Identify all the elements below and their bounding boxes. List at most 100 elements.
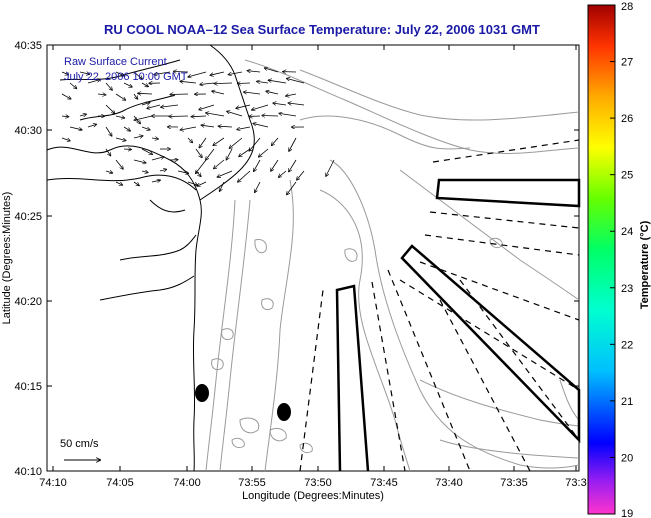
colorbar-tick-label: 21 (621, 396, 633, 408)
current-arrow-icon (61, 93, 71, 99)
current-arrow-icon (115, 93, 125, 100)
current-arrow-icon (161, 104, 179, 107)
current-arrow-icon (159, 169, 166, 171)
current-arrow-icon (272, 137, 279, 145)
current-arrow-icon (69, 126, 82, 130)
x-tick-label: 73:40 (435, 477, 463, 489)
colorbar-tick-label: 23 (621, 283, 633, 295)
current-arrow-icon (133, 181, 139, 186)
current-arrow-icon (201, 125, 215, 127)
current-arrow-icon (79, 114, 86, 116)
current-arrow-icon (214, 159, 225, 169)
current-arrow-icon (289, 137, 297, 151)
current-arrow-icon (279, 113, 297, 117)
current-arrow-icon (115, 181, 122, 185)
current-arrow-icon (141, 148, 152, 154)
current-arrow-icon (259, 148, 269, 157)
colorbar-ticks: 28 27 26 25 24 23 22 21 20 19 (610, 1, 633, 518)
colorbar-tick-label: 28 (621, 1, 633, 13)
current-arrow-icon (133, 136, 143, 138)
current-arrow-icon (138, 93, 153, 94)
current-arrow-icon (192, 116, 207, 117)
current-arrow-icon (188, 71, 207, 77)
current-arrow-icon (61, 72, 68, 75)
current-arrow-icon (123, 82, 132, 87)
current-arrow-icon (61, 137, 70, 141)
current-arrow-icon (197, 181, 207, 186)
current-arrow-icon (238, 83, 251, 84)
y-tick-label: 40:35 (14, 40, 42, 52)
y-axis-ticks: 40:35 40:30 40:25 40:20 40:15 40:10 (14, 40, 579, 478)
current-arrow-icon (230, 137, 243, 148)
current-arrow-icon (115, 116, 124, 118)
y-axis-label: Latitude (Degrees:Minutes) (1, 192, 13, 325)
current-arrow-icon (206, 113, 225, 117)
current-arrow-icon (69, 82, 77, 88)
y-tick-label: 40:30 (14, 125, 42, 137)
current-arrow-icon (239, 148, 251, 156)
current-arrow-icon (249, 137, 261, 151)
current-arrow-icon (105, 82, 112, 90)
current-arrow-icon (215, 83, 233, 84)
current-arrow-icon (257, 81, 269, 83)
map-title: RU COOL NOAA–12 Sea Surface Temperature:… (104, 22, 540, 37)
radial-lines (299, 139, 580, 472)
current-arrow-icon (213, 137, 225, 145)
station-marker-2 (277, 403, 291, 421)
current-arrow-icon (115, 137, 126, 141)
colorbar-title: Temperature (°C) (639, 220, 651, 309)
current-arrow-icon (269, 80, 287, 84)
current-arrow-icon (187, 181, 197, 185)
current-arrow-icon (271, 159, 279, 171)
station-marker-1 (195, 384, 209, 402)
colorbar-tick-label: 27 (621, 57, 633, 69)
current-arrow-icon (87, 80, 100, 84)
x-tick-label: 73:50 (304, 477, 332, 489)
current-arrow-icon (229, 71, 243, 75)
current-arrow-icon (170, 94, 189, 95)
x-axis-ticks: 74:10 74:05 74:00 73:55 73:50 73:45 73:40 73:35… (39, 45, 587, 489)
current-arrow-icon (236, 104, 251, 108)
colorbar-tick-label: 20 (621, 452, 633, 464)
current-arrow-icon (133, 93, 138, 99)
current-arrow-icon (105, 148, 111, 156)
current-arrow-icon (154, 71, 171, 75)
transect-south (335, 284, 370, 472)
current-arrow-icon (279, 170, 287, 177)
current-arrow-icon (248, 71, 261, 72)
x-tick-label: 73:45 (370, 477, 398, 489)
x-tick-label: 73:35 (500, 477, 528, 489)
current-arrow-icon (187, 137, 192, 143)
current-arrow-icon (286, 94, 297, 96)
current-arrow-icon (217, 170, 233, 177)
y-tick-label: 40:20 (14, 296, 42, 308)
current-arrow-icon (133, 159, 146, 163)
current-arrow-icon (141, 126, 150, 130)
colorbar-tick-label: 22 (621, 339, 633, 351)
x-tick-label: 74:10 (39, 477, 67, 489)
current-arrow-icon (254, 159, 261, 171)
current-arrow-icon (287, 181, 297, 195)
current-arrow-icon (297, 170, 305, 180)
current-arrow-icon (79, 72, 89, 74)
current-arrow-icon (237, 126, 251, 130)
plot-frame (46, 44, 580, 472)
current-arrow-icon (206, 148, 215, 160)
current-arrow-icon (105, 171, 112, 173)
current-arrow-icon (105, 126, 112, 136)
x-tick-label: 74:05 (106, 477, 134, 489)
current-arrow-icon (151, 138, 158, 139)
legend-line-1: Raw Surface Current (64, 56, 167, 68)
colorbar-tick-label: 19 (621, 508, 633, 518)
colorbar-tick-label: 25 (621, 170, 633, 182)
x-tick-label: 74:00 (173, 477, 201, 489)
current-arrow-icon (115, 159, 123, 169)
y-tick-label: 40:25 (14, 211, 42, 223)
y-tick-label: 40:15 (14, 381, 42, 393)
x-tick-label: 73:55 (238, 477, 266, 489)
colorbar-tick-label: 24 (621, 226, 633, 238)
current-arrow-icon (253, 124, 269, 128)
current-arrow-icon (169, 116, 189, 117)
current-arrow-icon (180, 81, 197, 83)
